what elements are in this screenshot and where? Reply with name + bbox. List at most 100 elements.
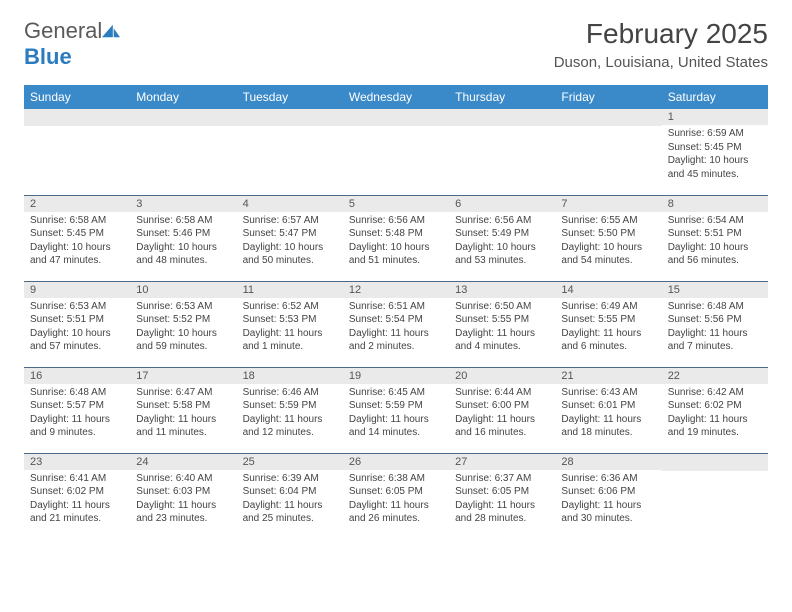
daylight-text: Daylight: 11 hours and 26 minutes.	[349, 499, 443, 526]
sunrise-text: Sunrise: 6:48 AM	[30, 386, 124, 400]
month-title: February 2025	[554, 18, 768, 50]
day-cell: 12Sunrise: 6:51 AMSunset: 5:54 PMDayligh…	[343, 281, 449, 367]
day-cell: 18Sunrise: 6:46 AMSunset: 5:59 PMDayligh…	[237, 367, 343, 453]
sunset-text: Sunset: 6:02 PM	[668, 399, 762, 413]
day-cell: 19Sunrise: 6:45 AMSunset: 5:59 PMDayligh…	[343, 367, 449, 453]
sunset-text: Sunset: 5:47 PM	[243, 227, 337, 241]
day-number: 27	[449, 454, 555, 470]
weekday-header: Wednesday	[343, 85, 449, 109]
day-content: Sunrise: 6:44 AMSunset: 6:00 PMDaylight:…	[449, 384, 555, 444]
daylight-text: Daylight: 10 hours and 53 minutes.	[455, 241, 549, 268]
sunset-text: Sunset: 6:01 PM	[561, 399, 655, 413]
day-cell: 26Sunrise: 6:38 AMSunset: 6:05 PMDayligh…	[343, 453, 449, 539]
daylight-text: Daylight: 11 hours and 30 minutes.	[561, 499, 655, 526]
day-cell: 2Sunrise: 6:58 AMSunset: 5:45 PMDaylight…	[24, 195, 130, 281]
calendar-row: 2Sunrise: 6:58 AMSunset: 5:45 PMDaylight…	[24, 195, 768, 281]
day-content: Sunrise: 6:37 AMSunset: 6:05 PMDaylight:…	[449, 470, 555, 530]
sunset-text: Sunset: 5:50 PM	[561, 227, 655, 241]
day-content: Sunrise: 6:43 AMSunset: 6:01 PMDaylight:…	[555, 384, 661, 444]
day-content: Sunrise: 6:40 AMSunset: 6:03 PMDaylight:…	[130, 470, 236, 530]
empty-daynum	[24, 109, 130, 126]
sunrise-text: Sunrise: 6:43 AM	[561, 386, 655, 400]
sunrise-text: Sunrise: 6:42 AM	[668, 386, 762, 400]
day-content: Sunrise: 6:38 AMSunset: 6:05 PMDaylight:…	[343, 470, 449, 530]
day-cell: 27Sunrise: 6:37 AMSunset: 6:05 PMDayligh…	[449, 453, 555, 539]
sunrise-text: Sunrise: 6:40 AM	[136, 472, 230, 486]
day-cell: 20Sunrise: 6:44 AMSunset: 6:00 PMDayligh…	[449, 367, 555, 453]
daylight-text: Daylight: 10 hours and 54 minutes.	[561, 241, 655, 268]
sunset-text: Sunset: 5:55 PM	[455, 313, 549, 327]
day-content: Sunrise: 6:46 AMSunset: 5:59 PMDaylight:…	[237, 384, 343, 444]
day-cell: 17Sunrise: 6:47 AMSunset: 5:58 PMDayligh…	[130, 367, 236, 453]
daylight-text: Daylight: 11 hours and 25 minutes.	[243, 499, 337, 526]
daylight-text: Daylight: 11 hours and 28 minutes.	[455, 499, 549, 526]
sunrise-text: Sunrise: 6:53 AM	[136, 300, 230, 314]
daylight-text: Daylight: 11 hours and 9 minutes.	[30, 413, 124, 440]
sunset-text: Sunset: 5:59 PM	[243, 399, 337, 413]
day-cell: 1Sunrise: 6:59 AMSunset: 5:45 PMDaylight…	[662, 109, 768, 195]
day-content: Sunrise: 6:36 AMSunset: 6:06 PMDaylight:…	[555, 470, 661, 530]
sunrise-text: Sunrise: 6:47 AM	[136, 386, 230, 400]
sunrise-text: Sunrise: 6:52 AM	[243, 300, 337, 314]
weekday-header: Saturday	[662, 85, 768, 109]
sunrise-text: Sunrise: 6:48 AM	[668, 300, 762, 314]
sunset-text: Sunset: 5:59 PM	[349, 399, 443, 413]
sunset-text: Sunset: 5:51 PM	[668, 227, 762, 241]
empty-cell	[449, 109, 555, 195]
logo-sail-icon	[102, 24, 120, 38]
day-content: Sunrise: 6:53 AMSunset: 5:52 PMDaylight:…	[130, 298, 236, 358]
daylight-text: Daylight: 11 hours and 7 minutes.	[668, 327, 762, 354]
daylight-text: Daylight: 11 hours and 2 minutes.	[349, 327, 443, 354]
day-number: 3	[130, 196, 236, 212]
empty-daynum	[555, 109, 661, 126]
day-content: Sunrise: 6:53 AMSunset: 5:51 PMDaylight:…	[24, 298, 130, 358]
calendar-row: 23Sunrise: 6:41 AMSunset: 6:02 PMDayligh…	[24, 453, 768, 539]
sunrise-text: Sunrise: 6:39 AM	[243, 472, 337, 486]
daylight-text: Daylight: 11 hours and 21 minutes.	[30, 499, 124, 526]
day-number: 20	[449, 368, 555, 384]
daylight-text: Daylight: 11 hours and 1 minute.	[243, 327, 337, 354]
empty-cell	[343, 109, 449, 195]
sunrise-text: Sunrise: 6:46 AM	[243, 386, 337, 400]
weekday-header: Friday	[555, 85, 661, 109]
empty-cell	[237, 109, 343, 195]
sunrise-text: Sunrise: 6:37 AM	[455, 472, 549, 486]
sunset-text: Sunset: 5:54 PM	[349, 313, 443, 327]
sunset-text: Sunset: 6:06 PM	[561, 485, 655, 499]
daylight-text: Daylight: 10 hours and 51 minutes.	[349, 241, 443, 268]
sunset-text: Sunset: 5:45 PM	[30, 227, 124, 241]
day-cell: 21Sunrise: 6:43 AMSunset: 6:01 PMDayligh…	[555, 367, 661, 453]
daylight-text: Daylight: 11 hours and 11 minutes.	[136, 413, 230, 440]
sunrise-text: Sunrise: 6:58 AM	[136, 214, 230, 228]
day-number: 15	[662, 282, 768, 298]
location: Duson, Louisiana, United States	[554, 54, 768, 71]
sunset-text: Sunset: 5:49 PM	[455, 227, 549, 241]
empty-cell	[662, 453, 768, 539]
daylight-text: Daylight: 10 hours and 57 minutes.	[30, 327, 124, 354]
day-content: Sunrise: 6:47 AMSunset: 5:58 PMDaylight:…	[130, 384, 236, 444]
sunrise-text: Sunrise: 6:59 AM	[668, 127, 762, 141]
empty-cell	[130, 109, 236, 195]
day-content: Sunrise: 6:42 AMSunset: 6:02 PMDaylight:…	[662, 384, 768, 444]
sunset-text: Sunset: 6:05 PM	[455, 485, 549, 499]
calendar-row: 16Sunrise: 6:48 AMSunset: 5:57 PMDayligh…	[24, 367, 768, 453]
empty-cell	[24, 109, 130, 195]
sunrise-text: Sunrise: 6:54 AM	[668, 214, 762, 228]
day-cell: 14Sunrise: 6:49 AMSunset: 5:55 PMDayligh…	[555, 281, 661, 367]
sunset-text: Sunset: 6:00 PM	[455, 399, 549, 413]
sunset-text: Sunset: 6:02 PM	[30, 485, 124, 499]
sunset-text: Sunset: 5:45 PM	[668, 141, 762, 155]
weekday-header: Tuesday	[237, 85, 343, 109]
weekday-header: Thursday	[449, 85, 555, 109]
sunrise-text: Sunrise: 6:44 AM	[455, 386, 549, 400]
sunset-text: Sunset: 5:57 PM	[30, 399, 124, 413]
day-number: 28	[555, 454, 661, 470]
sunrise-text: Sunrise: 6:41 AM	[30, 472, 124, 486]
sunset-text: Sunset: 6:04 PM	[243, 485, 337, 499]
day-cell: 6Sunrise: 6:56 AMSunset: 5:49 PMDaylight…	[449, 195, 555, 281]
day-cell: 24Sunrise: 6:40 AMSunset: 6:03 PMDayligh…	[130, 453, 236, 539]
day-number: 1	[662, 109, 768, 125]
day-number: 17	[130, 368, 236, 384]
calendar-row: 9Sunrise: 6:53 AMSunset: 5:51 PMDaylight…	[24, 281, 768, 367]
day-content: Sunrise: 6:39 AMSunset: 6:04 PMDaylight:…	[237, 470, 343, 530]
